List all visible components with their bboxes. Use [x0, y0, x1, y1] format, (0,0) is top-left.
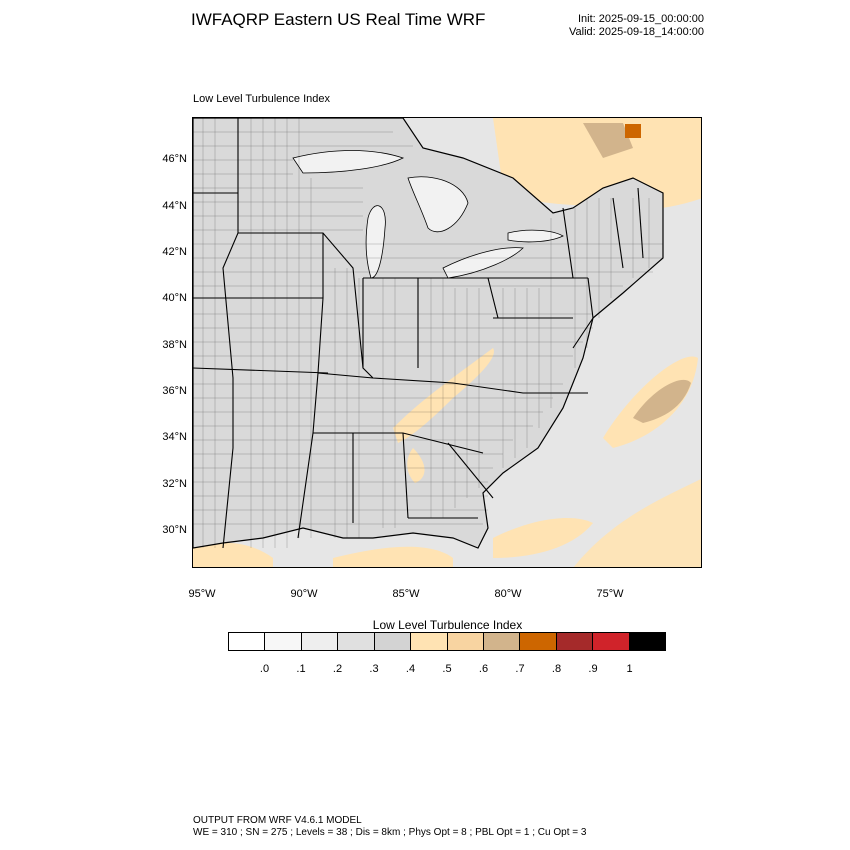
colorbar-swatch — [629, 633, 666, 650]
colorbar-tick-label: .4 — [405, 663, 416, 675]
map-panel — [192, 117, 702, 568]
colorbar-swatch — [520, 633, 557, 650]
us-land-area — [193, 118, 664, 549]
model-info-footer: OUTPUT FROM WRF V4.6.1 MODEL WE = 310 ; … — [193, 815, 586, 839]
gulf-high-index-area — [193, 542, 273, 567]
gulf-high-index-area — [333, 546, 453, 567]
colorbar-swatch — [447, 633, 484, 650]
ocean-high-index-area — [493, 518, 593, 558]
lon-label: 80°W — [494, 588, 522, 600]
colorbar-tick-label: .1 — [296, 663, 306, 675]
valid-time: Valid: 2025-09-18_14:00:00 — [569, 26, 704, 38]
lon-label: 90°W — [290, 588, 318, 600]
colorbar-swatch — [301, 633, 339, 650]
lake-superior — [292, 150, 405, 174]
colorbar-tick-label: .6 — [478, 663, 489, 675]
lake-michigan — [365, 205, 386, 279]
colorbar-swatch — [229, 633, 266, 650]
init-time: Init: 2025-09-15_00:00:00 — [578, 13, 704, 25]
canada-high-index-core — [583, 123, 633, 158]
map-canvas — [193, 118, 701, 567]
lat-label: 32°N — [162, 478, 187, 490]
canada-turbulence-peak — [625, 124, 641, 138]
lat-label: 46°N — [162, 153, 187, 165]
georgia-high-index — [407, 448, 425, 483]
lat-label: 42°N — [162, 246, 187, 258]
init-valid-times: Init: 2025-09-15_00:00:00 Valid: 2025-09… — [520, 13, 704, 39]
appalachian-high-index — [393, 348, 494, 443]
lat-label: 38°N — [162, 339, 187, 351]
colorbar-tick-label: .5 — [442, 663, 452, 675]
colorbar-tick-label: .9 — [588, 663, 598, 675]
county-borders — [193, 118, 663, 548]
lake-huron — [407, 176, 469, 233]
ocean-high-index-area — [573, 478, 701, 567]
colorbar-swatch — [338, 633, 375, 650]
colorbar-tick-label: 1 — [626, 663, 633, 675]
lat-label: 44°N — [162, 200, 187, 212]
lake-ontario — [507, 229, 564, 243]
lon-label: 85°W — [392, 588, 420, 600]
colorbar-tick-label: .3 — [369, 663, 379, 675]
colorbar-swatch — [483, 633, 521, 650]
colorbar-tick-label: .8 — [551, 663, 562, 675]
colorbar-swatch — [411, 633, 448, 650]
ocean-high-index-core — [633, 379, 691, 423]
colorbar — [228, 632, 666, 651]
lon-label: 95°W — [188, 588, 216, 600]
colorbar-swatch — [374, 633, 412, 650]
plot-subtitle: Low Level Turbulence Index — [193, 93, 330, 105]
lat-label: 36°N — [162, 385, 187, 397]
lat-label: 34°N — [162, 431, 187, 443]
lat-label: 30°N — [162, 524, 187, 536]
colorbar-tick-label: .7 — [515, 663, 525, 675]
colorbar-title: Low Level Turbulence Index — [372, 618, 523, 632]
model-config-line: WE = 310 ; SN = 275 ; Levels = 38 ; Dis … — [193, 827, 587, 838]
lon-label: 75°W — [596, 588, 624, 600]
colorbar-swatch — [265, 633, 302, 650]
colorbar-tick-label: .0 — [259, 663, 270, 675]
model-version-line: OUTPUT FROM WRF V4.6.1 MODEL — [193, 815, 362, 826]
colorbar-swatch — [556, 633, 594, 650]
colorbar-swatch — [593, 633, 630, 650]
main-title: IWFAQRP Eastern US Real Time WRF — [191, 10, 486, 29]
colorbar-tick-label: .2 — [332, 663, 343, 675]
lat-label: 40°N — [162, 292, 187, 304]
lake-erie — [442, 247, 524, 279]
